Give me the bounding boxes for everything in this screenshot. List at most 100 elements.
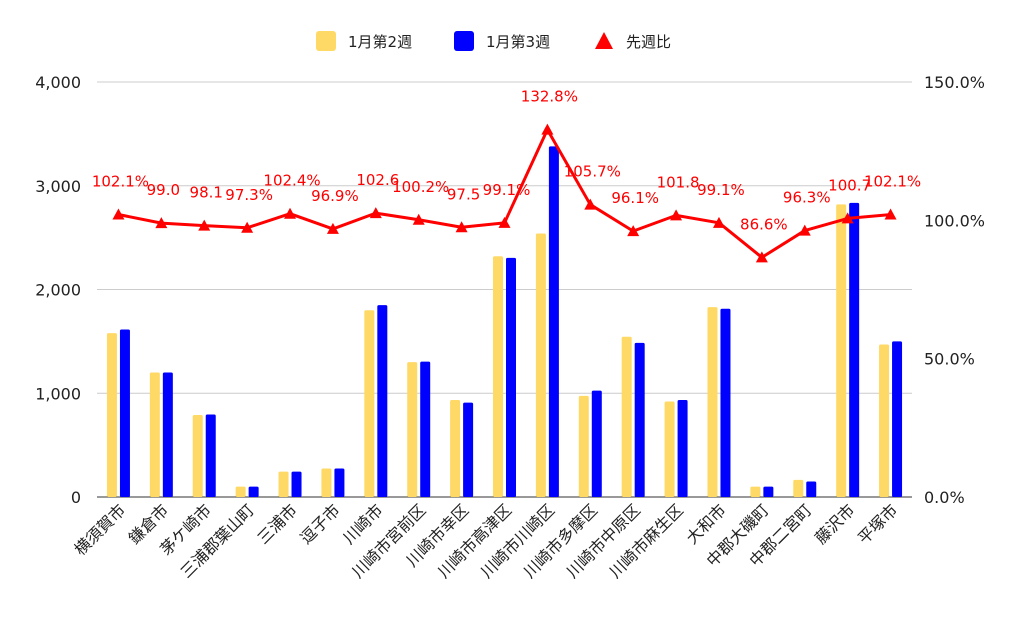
bar: [321, 468, 332, 497]
data-label: 102.1%: [864, 173, 921, 191]
legend-label: 1月第3週: [486, 33, 550, 51]
line-marker: [155, 217, 168, 229]
line-marker: [712, 216, 725, 228]
bar: [621, 336, 632, 497]
data-label: 99.0: [147, 181, 180, 199]
bar: [720, 308, 731, 497]
y-right-tick-label: 0.0%: [924, 488, 965, 507]
bar: [334, 468, 345, 497]
legend: 1月第2週 1月第3週 先週比: [316, 31, 671, 51]
x-category-label: 三浦市: [253, 500, 300, 547]
bar: [493, 256, 503, 497]
bar: [750, 486, 761, 497]
data-label: 102.1%: [92, 173, 149, 191]
bars-layer: [106, 146, 903, 498]
data-label: 98.1: [190, 184, 223, 202]
line-marker: [455, 221, 468, 233]
line-marker: [755, 251, 768, 263]
bar: [149, 372, 160, 497]
bar: [205, 414, 216, 497]
bar: [591, 390, 602, 497]
bar: [235, 486, 246, 497]
line-marker: [412, 213, 425, 225]
bar: [793, 479, 804, 497]
bar: [664, 401, 675, 497]
data-label: 97.3%: [225, 186, 273, 204]
gridlines: [97, 81, 912, 498]
bar: [106, 333, 117, 497]
line-marker: [112, 208, 125, 220]
line-marker: [584, 198, 597, 210]
bar: [407, 362, 418, 497]
legend-label: 先週比: [626, 33, 671, 51]
y-left-tick-label: 3,000: [35, 177, 81, 196]
data-label: 97.5: [447, 185, 480, 203]
y-left-tick-label: 2,000: [35, 281, 81, 300]
y-left-tick-label: 0: [71, 488, 81, 507]
data-label: 132.8%: [521, 88, 578, 106]
data-label: 96.1%: [611, 189, 659, 207]
line-marker: [498, 216, 511, 228]
line-marker: [798, 224, 811, 236]
line-marker: [884, 208, 897, 220]
data-label: 102.6: [356, 171, 399, 189]
bar: [506, 257, 516, 497]
data-label: 100.7: [828, 176, 871, 194]
legend-triangle-icon: [595, 32, 613, 49]
line-marker: [198, 219, 211, 231]
bar: [377, 305, 388, 497]
data-label: 101.8: [657, 173, 700, 191]
bar: [364, 310, 375, 497]
bar: [192, 415, 203, 497]
legend-swatch: [454, 31, 474, 51]
x-category-label: 平塚市: [854, 500, 901, 547]
bar: [707, 307, 718, 497]
bar: [578, 395, 589, 497]
y-left-tick-label: 1,000: [35, 384, 81, 403]
bar: [119, 329, 130, 497]
line-marker: [841, 212, 854, 224]
bar: [278, 471, 289, 497]
y-left-tick-label: 4,000: [35, 73, 81, 92]
data-label: 105.7%: [564, 163, 621, 181]
y-right-tick-label: 150.0%: [924, 73, 985, 92]
bar: [463, 402, 474, 497]
data-label: 86.6%: [740, 215, 788, 233]
bar: [248, 486, 259, 497]
line-marker: [284, 207, 297, 219]
bar: [836, 204, 847, 498]
x-category-label: 藤沢市: [811, 500, 858, 547]
data-label: 99.1%: [697, 181, 745, 199]
bar: [763, 486, 774, 497]
line-marker: [326, 222, 339, 234]
bar: [162, 372, 173, 497]
line-marker: [670, 209, 683, 221]
data-label: 96.3%: [783, 189, 831, 207]
legend-label: 1月第2週: [348, 33, 412, 51]
bar: [677, 399, 688, 497]
line-marker: [541, 123, 554, 135]
line-marker: [241, 221, 254, 233]
data-label: 102.4%: [263, 172, 320, 190]
bar: [879, 344, 890, 497]
bar: [849, 202, 860, 497]
bar: [291, 471, 302, 497]
bar: [535, 233, 546, 497]
bar: [450, 399, 461, 497]
data-label: 100.2%: [392, 178, 449, 196]
x-category-label: 横須賀市: [71, 500, 130, 559]
bar: [420, 361, 431, 497]
line-layer: 102.1%99.0 98.1 97.3%102.4%96.9%102.6100.2…: [92, 88, 921, 263]
x-category-label: 逗子市: [296, 500, 343, 547]
bar: [548, 146, 559, 497]
y-right-tick-label: 100.0%: [924, 211, 985, 230]
line-marker: [369, 207, 382, 219]
legend-swatch: [316, 31, 336, 51]
data-label: 99.1%: [483, 181, 531, 199]
bar: [892, 341, 903, 497]
bar: [806, 481, 817, 497]
bar: [634, 342, 645, 497]
data-label: 96.9%: [311, 187, 359, 205]
